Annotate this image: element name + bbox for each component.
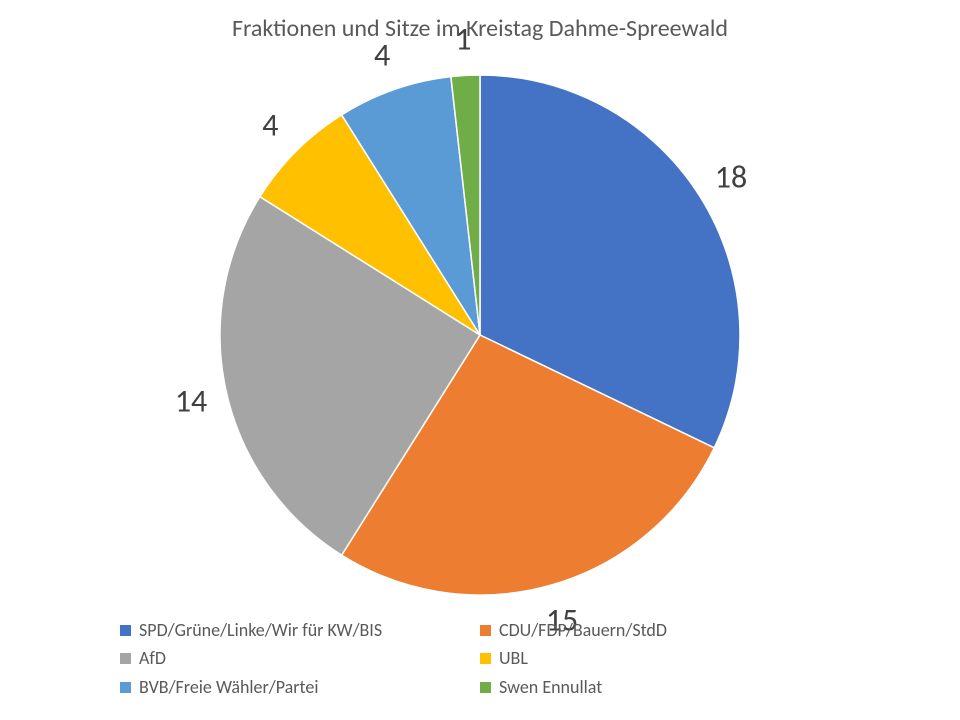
slice-value-label: 14 (175, 381, 207, 420)
legend-label: SPD/Grüne/Linke/Wir für KW/BIS (139, 616, 382, 645)
legend-label: BVB/Freie Wähler/Partei (139, 673, 318, 702)
legend-item: AfD (120, 644, 480, 673)
pie-area: 181514441 (130, 55, 830, 615)
legend-item: UBL (480, 644, 840, 673)
legend-swatch (120, 653, 131, 664)
legend-item: Swen Ennullat (480, 673, 840, 702)
legend: SPD/Grüne/Linke/Wir für KW/BIS CDU/FDP/Ba… (120, 616, 840, 702)
legend-item: SPD/Grüne/Linke/Wir für KW/BIS (120, 616, 480, 645)
legend-label: CDU/FDP/Bauern/StdD (499, 616, 667, 645)
legend-label: UBL (499, 644, 528, 673)
pie-svg (218, 73, 742, 597)
chart-title: Fraktionen und Sitze im Kreistag Dahme-S… (0, 14, 960, 43)
legend-swatch (480, 625, 491, 636)
legend-swatch (120, 625, 131, 636)
legend-item: BVB/Freie Wähler/Partei (120, 673, 480, 702)
legend-label: AfD (139, 644, 166, 673)
legend-swatch (120, 682, 131, 693)
legend-item: CDU/FDP/Bauern/StdD (480, 616, 840, 645)
legend-label: Swen Ennullat (499, 673, 602, 702)
legend-swatch (480, 682, 491, 693)
chart-container: Fraktionen und Sitze im Kreistag Dahme-S… (0, 0, 960, 720)
legend-swatch (480, 653, 491, 664)
